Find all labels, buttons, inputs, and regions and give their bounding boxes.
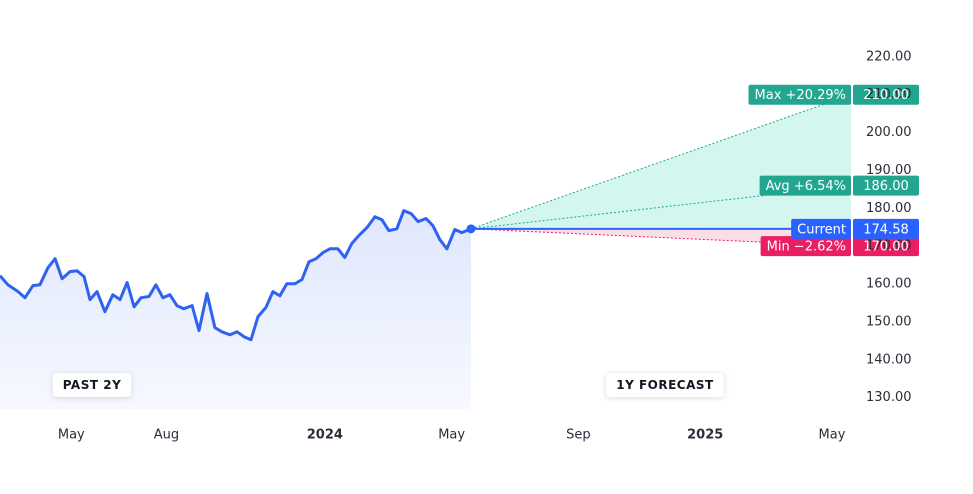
badge-name: Min −2.62% bbox=[767, 240, 846, 255]
y-tick-label: 170.00 bbox=[866, 239, 912, 254]
forecast-down-area bbox=[470, 228, 851, 247]
past-area bbox=[0, 210, 471, 409]
x-tick-label: May bbox=[438, 428, 465, 443]
y-tick-label: 190.00 bbox=[866, 163, 912, 178]
y-tick-label: 180.00 bbox=[866, 201, 912, 216]
forecast-line bbox=[470, 94, 852, 230]
y-tick-label: 210.00 bbox=[866, 87, 912, 102]
current-marker bbox=[466, 224, 476, 234]
period-pill: 1Y FORECAST bbox=[606, 373, 724, 397]
x-tick-label: May bbox=[819, 428, 846, 443]
x-tick-label: Sep bbox=[566, 428, 591, 443]
period-label: PAST 2Y bbox=[63, 378, 122, 392]
badge-name-box bbox=[748, 84, 851, 105]
y-tick-label: 150.00 bbox=[866, 314, 912, 329]
x-tick-label: 2024 bbox=[307, 428, 343, 443]
badge-value-box bbox=[853, 84, 919, 105]
y-tick-label: 130.00 bbox=[866, 390, 912, 405]
badge-value-box bbox=[853, 236, 919, 257]
plot-area bbox=[0, 84, 919, 409]
badge-name-box bbox=[760, 236, 851, 257]
badge-name: Max +20.29% bbox=[755, 88, 846, 103]
badge-name: Avg +6.54% bbox=[766, 179, 846, 194]
badge-value: 174.58 bbox=[863, 222, 909, 237]
period-labels: PAST 2Y 1Y FORECAST bbox=[52, 373, 724, 397]
y-tick-label: 140.00 bbox=[866, 352, 912, 367]
period-pill: PAST 2Y bbox=[52, 373, 132, 397]
y-tick-label: 220.00 bbox=[866, 49, 912, 64]
badge-value: 186.00 bbox=[863, 179, 909, 194]
badge-value: 210.00 bbox=[863, 88, 909, 103]
pill-box bbox=[52, 373, 132, 397]
badge-name-box bbox=[759, 175, 851, 196]
y-tick-label: 200.00 bbox=[866, 125, 912, 140]
y-tick-label: 160.00 bbox=[866, 277, 912, 292]
x-tick-label: 2025 bbox=[687, 428, 723, 443]
price-line bbox=[0, 209, 472, 342]
badge-name: Current bbox=[797, 222, 846, 237]
badge-value-box bbox=[853, 218, 919, 239]
period-label: 1Y FORECAST bbox=[616, 378, 714, 392]
pill-box bbox=[606, 373, 724, 397]
x-tick-label: Aug bbox=[154, 428, 179, 443]
badge-value: 170.00 bbox=[863, 240, 909, 255]
x-tick-label: May bbox=[58, 428, 85, 443]
badge-value-box bbox=[853, 175, 919, 196]
badge-name-box bbox=[791, 218, 851, 239]
